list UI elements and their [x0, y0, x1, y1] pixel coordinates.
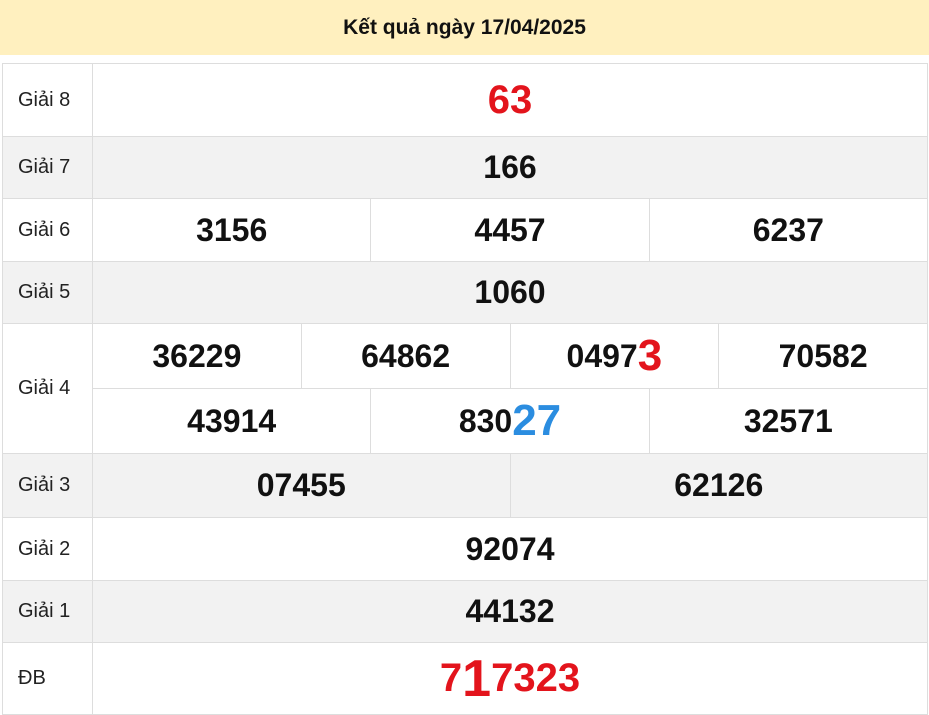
- prize-number: 43914: [93, 389, 372, 453]
- prize-row-2: Giải 2 92074: [3, 518, 928, 581]
- prize-number: 0497 3: [511, 324, 720, 388]
- prize-number: 92074: [93, 518, 928, 580]
- prize-number: 44132: [93, 581, 928, 642]
- prize-row-5: Giải 5 1060: [3, 262, 928, 324]
- prize-label: Giải 1: [3, 581, 93, 642]
- prize-number: 70582: [719, 324, 928, 388]
- prize-label: Giải 7: [3, 137, 93, 198]
- prize-row-4: Giải 4 36229 64862 0497 3 70582 43914 830…: [3, 324, 928, 454]
- prize-number: 4457: [371, 199, 650, 261]
- prize-row-6: Giải 6 3156 4457 6237: [3, 199, 928, 262]
- result-date-header: Kết quả ngày 17/04/2025: [0, 0, 929, 55]
- prize-label: Giải 4: [3, 324, 93, 453]
- prize-number: 3156: [93, 199, 372, 261]
- prize-number: 32571: [650, 389, 928, 453]
- prize-row-3: Giải 3 07455 62126: [3, 454, 928, 518]
- lottery-results-table: Giải 8 63 Giải 7 166 Giải 6 3156 4457 62…: [2, 63, 928, 715]
- highlight-digits: 27: [512, 396, 562, 445]
- prize-number: 62126: [511, 454, 928, 517]
- prize-number: 63: [93, 64, 928, 136]
- prize-label: Giải 6: [3, 199, 93, 261]
- prize-row-1: Giải 1 44132: [3, 581, 928, 643]
- prize-label: Giải 2: [3, 518, 93, 580]
- prize-number: 830 27: [371, 389, 650, 453]
- prize-label: Giải 8: [3, 64, 93, 136]
- highlight-digits: 1: [462, 649, 492, 708]
- prize-number: 166: [93, 137, 928, 198]
- prize-number: 07455: [93, 454, 511, 517]
- special-prize-number: 7 1 7323: [93, 643, 928, 714]
- prize-label: Giải 3: [3, 454, 93, 517]
- prize-number: 6237: [650, 199, 928, 261]
- header-title: Kết quả ngày 17/04/2025: [343, 15, 586, 39]
- prize-label: Giải 5: [3, 262, 93, 323]
- prize-row-special: ĐB 7 1 7323: [3, 643, 928, 715]
- prize-number: 36229: [93, 324, 302, 388]
- highlight-digits: 3: [637, 331, 663, 380]
- prize-row-7: Giải 7 166: [3, 137, 928, 199]
- prize-number: 64862: [302, 324, 511, 388]
- prize-label: ĐB: [3, 643, 93, 714]
- prize-number: 1060: [93, 262, 928, 323]
- prize-row-8: Giải 8 63: [3, 64, 928, 137]
